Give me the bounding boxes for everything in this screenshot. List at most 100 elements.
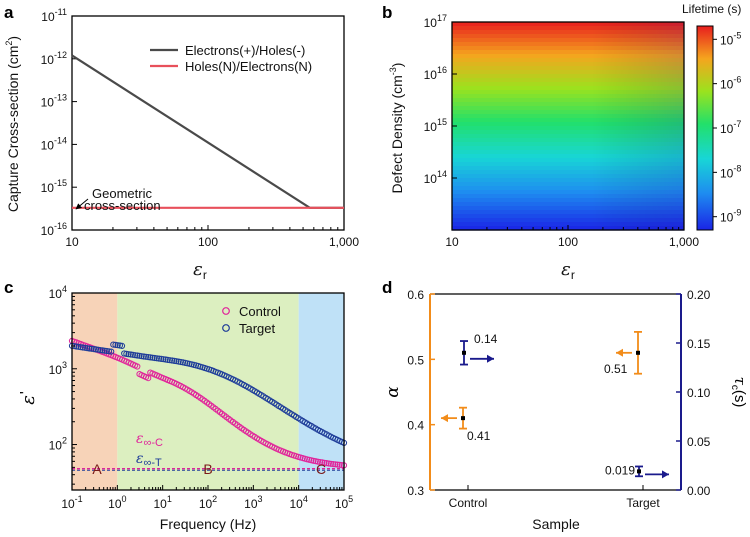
panel-a-x-title: εr	[193, 259, 207, 282]
panel-a-xtick-label: 10	[65, 235, 79, 249]
panel-d-points: 0.41 0.51 0.14 0.019	[441, 330, 669, 479]
data-point-target	[129, 351, 136, 358]
panel-d-x-ticks: Control Target	[449, 485, 660, 510]
panel-d-left-title: α	[383, 386, 403, 398]
panel-d-xtick-label: Target	[626, 496, 660, 510]
eps-inf-control-label: ε∞-C	[136, 431, 163, 449]
panel-c-xtick-label: 10-1	[61, 494, 82, 511]
panel-b-xtick-label: 10	[445, 235, 459, 249]
colorbar-tick-label: 10-5	[720, 30, 741, 47]
data-point-target	[140, 353, 147, 360]
tau-target-arrow-head	[662, 470, 669, 479]
legend-marker-control	[222, 307, 230, 315]
panel-d-left-tick-label: 0.5	[407, 353, 424, 367]
data-point-control	[327, 460, 334, 467]
data-point-target	[132, 352, 139, 359]
tau-label-target: 0.019	[605, 463, 635, 477]
data-point-target	[127, 351, 134, 358]
panel-c-xtick-label: 105	[335, 494, 353, 511]
panel-b-x-ticks: 10 100 1,000	[445, 225, 699, 249]
data-point-control	[145, 375, 152, 382]
data-point-target	[123, 350, 130, 357]
panel-c: c 10-1 100 101 102 103 104 105 102 103 104 Contr…	[4, 278, 353, 532]
panel-b-ytick-label: 1016	[424, 65, 447, 82]
data-point-control	[317, 459, 324, 466]
panel-a-xtick-label: 1,000	[329, 235, 359, 249]
panel-a-ytick-label: 10-13	[41, 93, 67, 110]
data-point-target	[86, 345, 93, 352]
data-point-target	[142, 353, 150, 360]
colorbar-title: Lifetime (s)	[682, 2, 741, 16]
data-point-target	[97, 347, 104, 354]
annotation-geometric: Geometric	[92, 186, 152, 201]
data-point-target	[171, 357, 178, 364]
tau-control-marker	[462, 350, 466, 355]
data-point-target	[88, 345, 95, 352]
data-point-target	[112, 341, 119, 348]
panel-c-xtick-label: 100	[108, 494, 126, 511]
panel-label-c: c	[4, 278, 13, 297]
data-point-target	[134, 352, 141, 359]
data-point-target	[99, 347, 106, 354]
panel-d-left-tick-label: 0.4	[407, 419, 424, 433]
panel-c-ytick-label: 102	[49, 436, 67, 453]
panel-c-xtick-label: 102	[199, 494, 217, 511]
data-point-target	[175, 358, 182, 365]
panel-d-right-ticks: 0.00 0.05 0.10 0.15 0.20	[676, 288, 711, 498]
data-point-target	[110, 341, 117, 348]
panel-c-ytick-label: 103	[49, 360, 67, 377]
panel-a-ytick-label: 10-12	[41, 50, 67, 67]
region-b	[117, 293, 299, 490]
panel-d-right-tick-label: 0.00	[687, 484, 711, 498]
region-label-b: B	[203, 461, 212, 477]
colorbar-tick-label: 10-6	[720, 75, 741, 92]
panel-a-ytick-label: 10-14	[41, 135, 67, 152]
panel-label-d: d	[382, 278, 392, 297]
panel-d-right-title: τc(s)	[729, 377, 749, 408]
panel-b-y-ticks: 1014 1015 1016 1017	[424, 13, 457, 186]
data-point-control	[336, 461, 343, 468]
panel-b-ytick-label: 1014	[424, 169, 447, 186]
panel-c-x-ticks: 10-1 100 101 102 103 104 105	[61, 485, 353, 511]
data-point-target	[164, 356, 171, 363]
region-label-c: C	[316, 461, 326, 477]
panel-d-left-tick-label: 0.6	[407, 288, 424, 302]
data-point-target	[177, 358, 184, 366]
annotation-cross-section: cross-section	[84, 198, 161, 213]
panel-c-x-title: Frequency (Hz)	[160, 516, 256, 532]
data-point-target	[92, 346, 100, 353]
panel-c-ytick-label: 104	[49, 284, 67, 301]
region-label-a: A	[92, 461, 102, 477]
data-point-target	[153, 355, 160, 362]
alpha-target-marker	[636, 350, 640, 355]
panel-d-left-tick-label: 0.3	[407, 484, 424, 498]
data-point-target	[84, 345, 91, 352]
heatmap-shade	[452, 22, 684, 230]
data-point-target	[90, 346, 97, 353]
panel-a-ytick-label: 10-15	[41, 178, 67, 195]
data-point-control	[330, 461, 337, 468]
panel-c-y-ticks: 102 103 104	[49, 284, 77, 485]
panel-d-right-tick-label: 0.05	[687, 435, 711, 449]
panel-label-a: a	[4, 3, 14, 22]
tau-control-arrow-head	[487, 354, 494, 363]
data-point-target	[138, 353, 145, 360]
data-point-target	[77, 344, 84, 351]
panel-a-ytick-label: 10-11	[41, 7, 67, 24]
panel-d-right-tick-label: 0.10	[687, 386, 711, 400]
panel-c-y-title: ε'	[17, 391, 39, 405]
panel-a-y-title: Capture Cross-section (cm2)	[4, 36, 21, 212]
data-point-target	[173, 358, 180, 365]
panel-b-xtick-label: 100	[558, 235, 578, 249]
data-point-control	[321, 459, 328, 466]
panel-b-ytick-label: 1015	[424, 117, 447, 134]
data-point-target	[147, 354, 154, 361]
data-point-target	[125, 351, 132, 358]
alpha-label-target: 0.51	[604, 362, 628, 376]
panel-d-x-title: Sample	[532, 516, 580, 532]
data-point-target	[95, 346, 102, 353]
panel-label-b: b	[382, 3, 392, 22]
panel-a-y-ticks: 10-16 10-15 10-14 10-13 10-12 10-11	[41, 7, 77, 238]
colorbar-tick-label: 10-9	[720, 208, 741, 225]
